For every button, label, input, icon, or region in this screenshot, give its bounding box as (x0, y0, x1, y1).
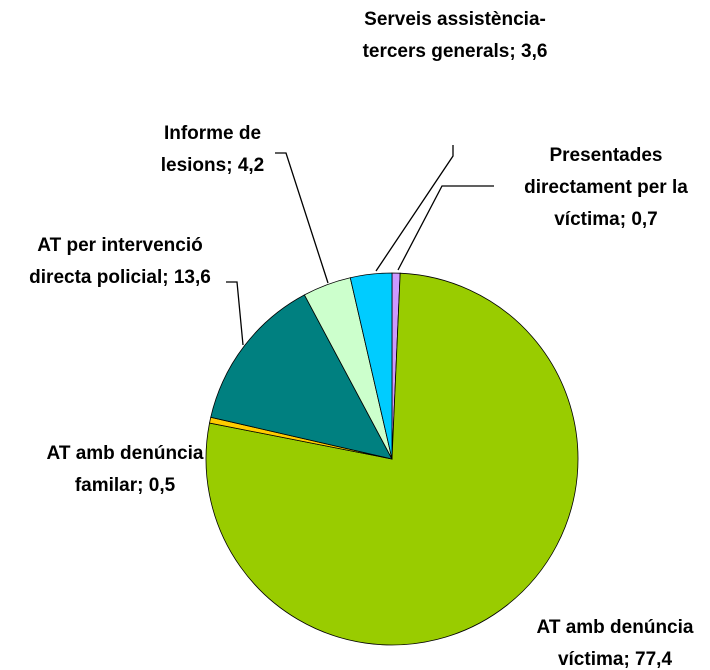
slice-label: AT amb denúncia víctima; 77,4 (536, 617, 694, 670)
leader-line (275, 152, 329, 284)
slice-label: AT amb denúncia familar; 0,5 (46, 443, 204, 496)
leader-lines (226, 145, 494, 346)
slice-label: Informe de lesions; 4,2 (160, 123, 265, 176)
slice-label: Presentades directament per la víctima; … (524, 145, 688, 230)
leader-line (375, 145, 454, 272)
pie-slice (210, 294, 393, 460)
pie-slice (349, 272, 393, 460)
slice-label: AT per intervenció directa policial; 13,… (29, 235, 211, 288)
leader-line (226, 281, 244, 346)
slice-label: Serveis assistència-tercers generals; 3,… (362, 9, 548, 62)
leader-line (397, 185, 494, 271)
